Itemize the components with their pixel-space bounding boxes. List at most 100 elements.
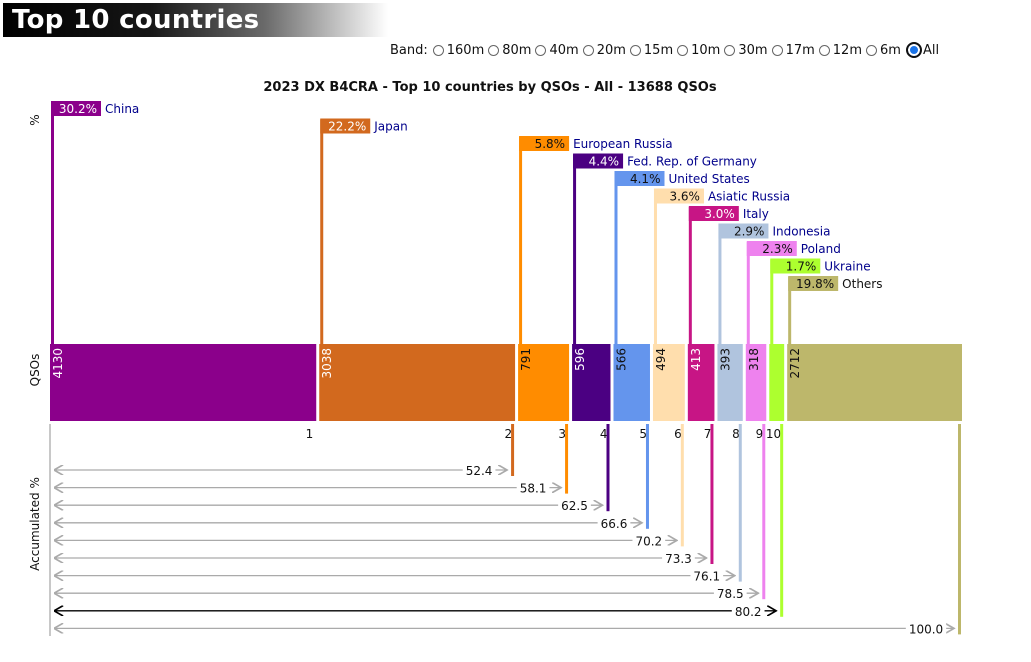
band-option-15m[interactable]: 15m <box>628 43 675 58</box>
qso-bar-7 <box>687 344 715 421</box>
band-option-160m[interactable]: 160m <box>431 43 486 58</box>
percent-value-label: 5.8% <box>535 137 566 151</box>
percent-stem-6 <box>653 189 657 344</box>
rank-label-4: 4 <box>600 427 608 441</box>
y-axis-label-percent: % <box>28 114 42 125</box>
qso-bar-2 <box>319 344 516 421</box>
band-radio-12m[interactable] <box>818 44 830 56</box>
band-radio-40m[interactable] <box>535 44 547 56</box>
percent-tag-9 <box>746 241 797 256</box>
band-option-label: 160m <box>446 42 485 58</box>
page-header: Top 10 countries <box>3 3 388 37</box>
rank-label-9: 9 <box>756 427 764 441</box>
band-selector: Band: 160m 80m 40m 20m 15m 10m 30m 17m 12m 6m All <box>390 40 941 60</box>
percent-tag-4 <box>573 153 624 169</box>
qso-bar-8 <box>717 344 743 421</box>
band-option-12m[interactable]: 12m <box>817 43 864 58</box>
rank-label-1: 1 <box>306 427 314 441</box>
qso-value-label: 494 <box>654 348 668 371</box>
qso-value-label: 318 <box>747 348 761 371</box>
band-radio-160m[interactable] <box>432 44 444 56</box>
band-radio-30m[interactable] <box>724 44 736 56</box>
qso-bar-3 <box>518 344 570 421</box>
percent-value-label: 22.2% <box>328 120 366 134</box>
percent-tag-5 <box>614 171 665 186</box>
country-label-5: United States <box>668 172 749 186</box>
rank-label-7: 7 <box>704 427 712 441</box>
accumulated-label-bg <box>597 516 631 531</box>
percent-value-label: 30.2% <box>59 102 97 116</box>
percent-stem-4 <box>573 154 577 344</box>
country-label-7: Italy <box>743 207 769 221</box>
percent-stem-5 <box>614 172 618 344</box>
accumulated-label-bg <box>905 622 947 637</box>
accumulated-marker-4 <box>645 424 649 529</box>
country-label-1: China <box>105 102 139 116</box>
band-radio-15m[interactable] <box>629 44 641 56</box>
band-radio-all[interactable] <box>905 42 922 58</box>
band-option-6m[interactable]: 6m <box>864 43 903 58</box>
band-option-20m[interactable]: 20m <box>581 43 628 58</box>
accumulated-value-label: 66.6 <box>601 517 628 531</box>
accumulated-value-label: 70.2 <box>635 534 662 548</box>
band-option-10m[interactable]: 10m <box>675 43 722 58</box>
country-label-8: Indonesia <box>772 225 830 239</box>
accumulated-label-bg <box>690 569 724 584</box>
accumulated-label-bg <box>713 587 747 602</box>
qso-value-label: 393 <box>718 348 732 371</box>
accumulated-label-bg <box>516 481 550 496</box>
rank-label-5: 5 <box>639 427 647 441</box>
percent-stem-2 <box>320 119 324 344</box>
qso-value-label: 791 <box>519 348 533 371</box>
band-option-all[interactable]: All <box>903 42 941 58</box>
qso-value-label: 3038 <box>320 348 334 379</box>
percent-tag-10 <box>770 258 821 274</box>
rank-label-2: 2 <box>504 427 512 441</box>
percent-stem-10 <box>770 259 774 344</box>
accumulated-marker-1 <box>511 424 515 476</box>
band-option-label: 10m <box>691 42 721 58</box>
country-label-3: European Russia <box>573 137 673 151</box>
rank-label-10: 10 <box>766 427 781 441</box>
accumulated-value-label: 62.5 <box>561 499 588 513</box>
band-option-label: All <box>922 42 940 58</box>
band-option-17m[interactable]: 17m <box>770 43 817 58</box>
band-radio-20m[interactable] <box>582 44 594 56</box>
band-label: Band: <box>390 42 428 58</box>
accumulated-value-label: 58.1 <box>520 482 547 496</box>
accumulated-value-label: 52.4 <box>466 464 493 478</box>
band-option-40m[interactable]: 40m <box>533 43 580 58</box>
band-radio-17m[interactable] <box>771 44 783 56</box>
band-radio-10m[interactable] <box>677 44 689 56</box>
qso-bar-9 <box>745 344 767 421</box>
band-radio-6m[interactable] <box>866 44 877 56</box>
percent-tag-2 <box>320 118 371 134</box>
percent-value-label: 4.1% <box>630 172 661 186</box>
qso-bar-1 <box>50 344 317 421</box>
percent-tag-7 <box>688 206 739 221</box>
percent-value-label: 19.8% <box>796 277 834 291</box>
accumulated-value-label: 80.2 <box>735 605 762 619</box>
band-option-label: 40m <box>549 42 579 58</box>
band-option-label: 20m <box>596 42 626 58</box>
page-title: Top 10 countries <box>12 5 260 35</box>
percent-tag-11 <box>788 276 839 291</box>
qso-bar-11 <box>787 344 962 421</box>
country-label-4: Fed. Rep. of Germany <box>627 155 757 169</box>
rank-label-3: 3 <box>558 427 566 441</box>
qso-value-label: 596 <box>573 348 587 371</box>
y-axis-label-qsos: QSOs <box>28 354 42 387</box>
percent-stem-7 <box>688 207 692 344</box>
accumulated-value-label: 78.5 <box>717 587 744 601</box>
accumulated-marker-3 <box>606 424 610 512</box>
accumulated-label-bg <box>558 499 591 514</box>
accumulated-marker-9 <box>780 424 784 617</box>
band-radio-80m[interactable] <box>488 44 500 56</box>
accumulated-marker-6 <box>710 424 714 564</box>
band-option-30m[interactable]: 30m <box>722 43 769 58</box>
accumulated-value-label: 76.1 <box>693 570 720 584</box>
qso-value-label: 4130 <box>51 348 65 379</box>
band-option-80m[interactable]: 80m <box>486 43 533 58</box>
accumulated-marker-7 <box>738 424 742 582</box>
